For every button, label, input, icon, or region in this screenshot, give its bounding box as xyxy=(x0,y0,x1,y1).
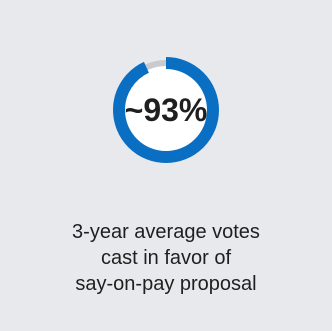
caption-line-3: say-on-pay proposal xyxy=(75,273,257,295)
donut-value-slice xyxy=(113,57,219,163)
center-value-label: ~93% xyxy=(125,92,208,128)
caption-line-2: cast in favor of xyxy=(100,247,232,269)
chart-caption: 3-year average votes cast in favor of sa… xyxy=(0,219,332,297)
donut-center xyxy=(119,63,213,157)
caption-line-1: 3-year average votes xyxy=(72,221,260,243)
